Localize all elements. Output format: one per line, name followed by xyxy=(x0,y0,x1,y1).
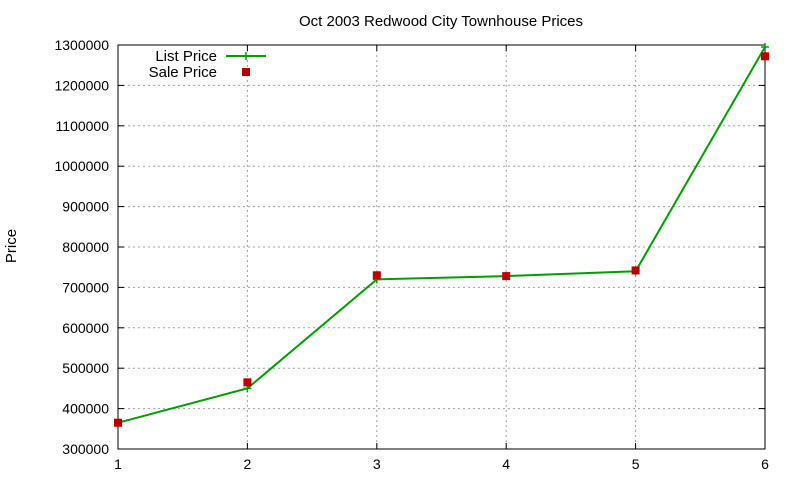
data-point-sale-price xyxy=(243,378,252,387)
x-tick-label: 5 xyxy=(632,456,640,472)
x-tick-label: 4 xyxy=(502,456,510,472)
y-tick-label: 1100000 xyxy=(56,118,110,134)
data-point-sale-price xyxy=(761,52,769,61)
plot-border xyxy=(117,44,766,450)
y-tick-label: 600000 xyxy=(62,320,109,336)
data-point-sale-price xyxy=(114,418,122,427)
y-axis-label: Price xyxy=(3,229,20,263)
legend-marker-list-price xyxy=(242,52,250,60)
y-tick-label: 1200000 xyxy=(54,77,109,93)
legend-label: Sale Price xyxy=(149,64,217,81)
y-tick-label: 1000000 xyxy=(54,158,109,174)
x-axis: 1 2 3 4 5 6 xyxy=(114,45,769,472)
chart-title: Oct 2003 Redwood City Townhouse Prices xyxy=(299,13,583,30)
x-tick-label: 6 xyxy=(761,456,769,472)
y-tick-label: 1300000 xyxy=(54,37,109,53)
series-line-list-price xyxy=(117,46,766,424)
legend-label: List Price xyxy=(155,48,217,65)
y-tick-label: 300000 xyxy=(62,441,109,457)
y-tick-label: 500000 xyxy=(62,360,109,376)
x-tick-label: 2 xyxy=(244,456,252,472)
data-point-sale-price xyxy=(502,272,511,281)
y-axis: 300000 400000 500000 600000 700000 800000 9000… xyxy=(54,37,765,457)
y-tick-label: 800000 xyxy=(62,239,109,255)
legend-marker-sale-price xyxy=(242,68,250,76)
data-point-list-price xyxy=(761,43,769,52)
y-tick-label: 400000 xyxy=(62,401,109,417)
series xyxy=(114,43,769,427)
x-tick-label: 3 xyxy=(373,456,381,472)
x-tick-label: 1 xyxy=(114,456,122,472)
y-tick-label: 900000 xyxy=(62,199,109,215)
grid xyxy=(118,45,765,449)
data-point-sale-price xyxy=(372,271,381,280)
y-tick-label: 700000 xyxy=(62,279,109,295)
data-point-sale-price xyxy=(631,266,640,275)
